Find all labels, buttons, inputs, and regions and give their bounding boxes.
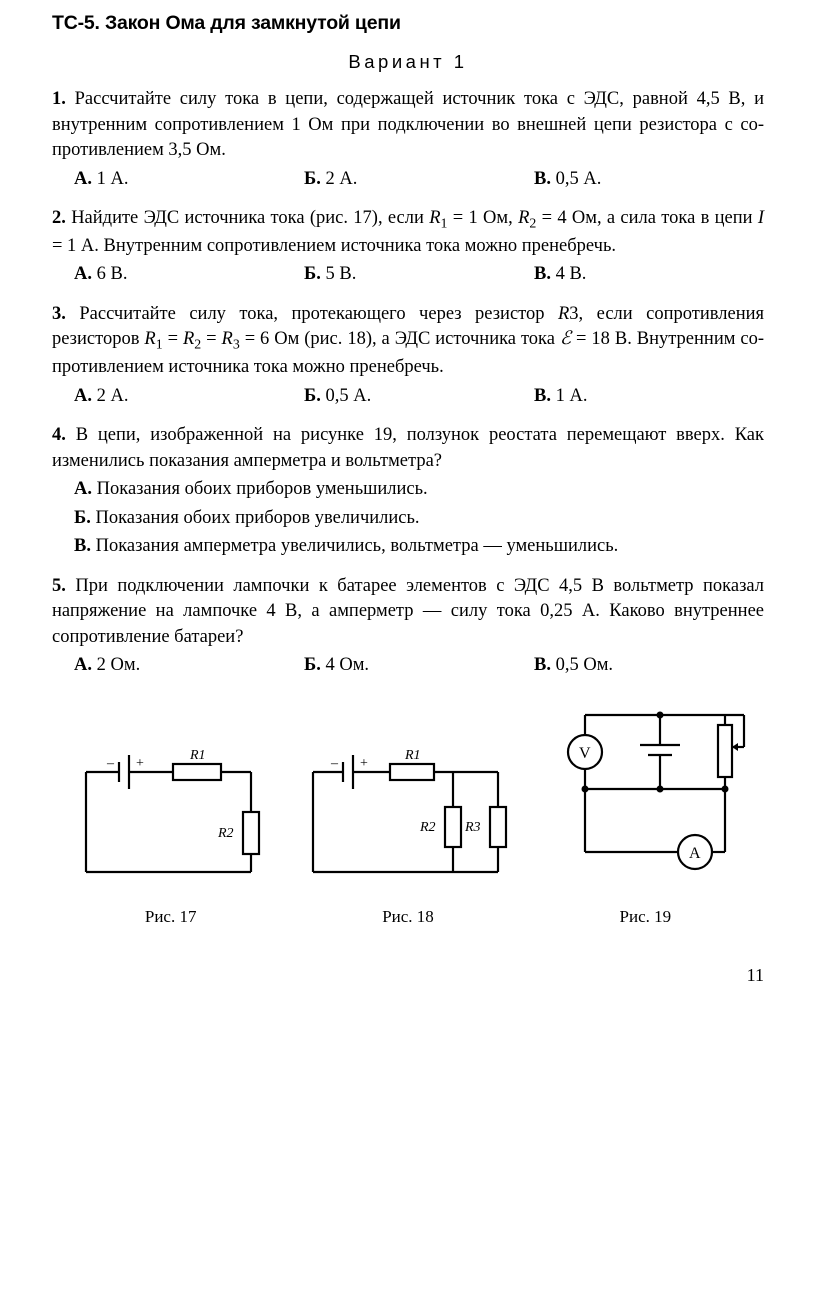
- option-b: Б. 2 А.: [304, 167, 534, 193]
- symbol-r: R: [558, 304, 569, 324]
- problem-text: Рассчитайте силу тока в цепи, содержащей…: [52, 89, 764, 160]
- option-a: А. 2 А.: [74, 384, 304, 410]
- problem-text: Найдите ЭДС источника тока (рис. 17), ес…: [71, 208, 429, 228]
- option-v: В. 0,5 Ом.: [534, 653, 764, 679]
- figure-caption: Рис. 18: [289, 907, 526, 927]
- problem-text: При подключении лампочки к батарее элеме…: [52, 576, 764, 647]
- svg-text:–: –: [330, 756, 339, 771]
- page-title: ТС-5. Закон Ома для замкнутой цепи: [52, 12, 764, 35]
- symbol-r: R: [144, 329, 155, 349]
- figure-18: – + R1 R2 R3: [289, 737, 526, 927]
- option-b: Б. 4 Ом.: [304, 653, 534, 679]
- symbol-emf: ℰ: [560, 329, 571, 349]
- problem-number: 2.: [52, 208, 66, 228]
- problem-text: = 4 Ом, а сила тока в цепи: [536, 208, 758, 228]
- problem-4: 4. В цепи, изображенной на рисунке 19, п…: [52, 423, 764, 560]
- svg-text:V: V: [579, 745, 591, 762]
- option-v: В. 0,5 А.: [534, 167, 764, 193]
- option-a: А. 1 А.: [74, 167, 304, 193]
- circuit-19-icon: A: [530, 697, 760, 887]
- circuit-17-icon: – + R1 R2: [71, 737, 271, 887]
- problem-text: =: [163, 329, 183, 349]
- svg-text:A: A: [689, 845, 701, 862]
- svg-text:R2: R2: [419, 820, 436, 835]
- option-b: Б. 0,5 А.: [304, 384, 534, 410]
- option-v: В. 4 В.: [534, 262, 764, 288]
- svg-text:R1: R1: [189, 748, 206, 763]
- problem-number: 3.: [52, 304, 66, 324]
- option-a: А. 2 Ом.: [74, 653, 304, 679]
- svg-text:+: +: [136, 756, 144, 771]
- symbol-r: R: [429, 208, 440, 228]
- option-b: Б. 5 В.: [304, 262, 534, 288]
- svg-text:+: +: [360, 756, 368, 771]
- option-v: В. Показания амперметра увеличились, вол…: [52, 534, 764, 560]
- problem-text: Рассчитайте силу тока, протекающего чере…: [79, 304, 558, 324]
- symbol-r: R: [222, 329, 233, 349]
- options-row: А. 1 А. Б. 2 А. В. 0,5 А.: [52, 167, 764, 193]
- figure-19: A: [527, 697, 764, 927]
- figure-caption: Рис. 19: [527, 907, 764, 927]
- figures-row: – + R1 R2: [52, 697, 764, 927]
- figure-17: – + R1 R2: [52, 737, 289, 927]
- problem-text: =: [201, 329, 221, 349]
- option-a: А. 6 В.: [74, 262, 304, 288]
- problem-number: 1.: [52, 89, 66, 109]
- svg-text:–: –: [106, 756, 115, 771]
- svg-text:R1: R1: [404, 748, 421, 763]
- problem-3: 3. Рассчитайте силу тока, протекающего ч…: [52, 302, 764, 409]
- figure-caption: Рис. 17: [52, 907, 289, 927]
- problem-2: 2. Найдите ЭДС источника тока (рис. 17),…: [52, 206, 764, 288]
- problem-5: 5. При подключении лампочки к батарее эл…: [52, 574, 764, 679]
- options-row: А. 2 Ом. Б. 4 Ом. В. 0,5 Ом.: [52, 653, 764, 679]
- problem-text: = 6 Ом (рис. 18), а ЭДС источника тока: [240, 329, 560, 349]
- svg-text:R3: R3: [464, 820, 481, 835]
- option-a: А. Показания обоих приборов уменьшились.: [52, 477, 764, 503]
- subscript: 3: [233, 338, 240, 353]
- problem-text: = 1 А. Внутренним сопро­тивлением источн…: [52, 236, 616, 256]
- problem-text: В цепи, изображенной на рисунке 19, полз…: [52, 425, 764, 471]
- problem-number: 4.: [52, 425, 66, 445]
- options-row: А. 2 А. Б. 0,5 А. В. 1 А.: [52, 384, 764, 410]
- circuit-18-icon: – + R1 R2 R3: [298, 737, 518, 887]
- problem-text: = 1 Ом,: [447, 208, 518, 228]
- variant-heading: Вариант 1: [52, 51, 764, 73]
- subscript: 1: [156, 338, 163, 353]
- symbol-r: R: [183, 329, 194, 349]
- problem-number: 5.: [52, 576, 66, 596]
- textbook-page: ТС-5. Закон Ома для замкнутой цепи Вариа…: [0, 0, 816, 955]
- svg-text:R2: R2: [217, 826, 234, 841]
- symbol-i: I: [758, 208, 764, 228]
- options-row: А. 6 В. Б. 5 В. В. 4 В.: [52, 262, 764, 288]
- option-b: Б. Показания обоих приборов увеличились.: [52, 506, 764, 532]
- problem-1: 1. Рассчитайте силу тока в цепи, содержа…: [52, 87, 764, 192]
- symbol-r: R: [518, 208, 529, 228]
- page-number: 11: [0, 965, 816, 986]
- option-v: В. 1 А.: [534, 384, 764, 410]
